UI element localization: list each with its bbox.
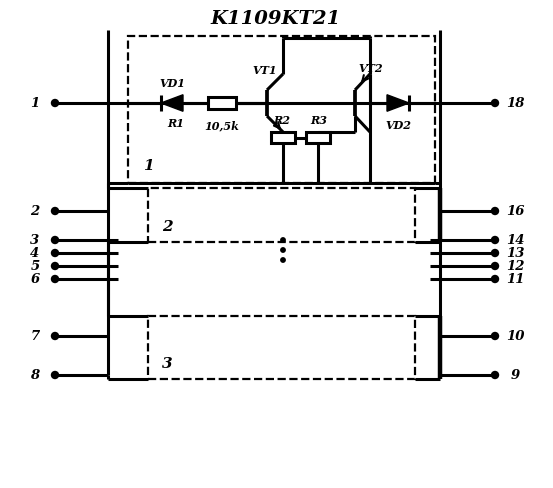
Circle shape (51, 237, 59, 244)
Text: R2: R2 (274, 115, 290, 126)
Text: R1: R1 (168, 118, 185, 129)
Text: 16: 16 (506, 205, 524, 218)
Bar (148, 189, 415, 243)
Polygon shape (387, 96, 409, 112)
Circle shape (51, 263, 59, 270)
Circle shape (492, 250, 498, 257)
Text: 6: 6 (30, 273, 40, 286)
Text: 3: 3 (161, 356, 173, 370)
Circle shape (51, 101, 59, 107)
Circle shape (492, 237, 498, 244)
Text: VT1: VT1 (253, 65, 277, 76)
Circle shape (51, 372, 59, 379)
Text: 7: 7 (30, 330, 40, 343)
Text: 1: 1 (30, 97, 40, 110)
Text: 9: 9 (510, 369, 520, 382)
Bar (208, 98, 236, 110)
Text: 2: 2 (30, 205, 40, 218)
Circle shape (492, 333, 498, 340)
Text: 8: 8 (30, 369, 40, 382)
Text: 14: 14 (506, 234, 524, 247)
Text: 11: 11 (506, 273, 524, 286)
Text: VT2: VT2 (359, 63, 383, 74)
Text: 1: 1 (143, 159, 153, 173)
Bar (128, 37, 435, 183)
Text: 10: 10 (506, 330, 524, 343)
Text: VD2: VD2 (385, 120, 411, 131)
Bar (306, 133, 330, 143)
Text: 13: 13 (506, 247, 524, 260)
Circle shape (492, 276, 498, 283)
Circle shape (492, 372, 498, 379)
Text: 2: 2 (161, 220, 173, 234)
Text: 12: 12 (506, 260, 524, 273)
Circle shape (51, 333, 59, 340)
Text: R3: R3 (310, 115, 327, 126)
Bar (271, 133, 295, 143)
Text: K1109KT21: K1109KT21 (211, 10, 341, 28)
Polygon shape (161, 96, 183, 112)
Circle shape (281, 248, 285, 253)
Bar (148, 316, 415, 379)
Circle shape (51, 250, 59, 257)
Circle shape (51, 208, 59, 215)
Circle shape (51, 276, 59, 283)
Text: 5: 5 (30, 260, 40, 273)
Circle shape (281, 258, 285, 263)
Text: 4: 4 (30, 247, 40, 260)
Circle shape (281, 238, 285, 243)
Text: VD1: VD1 (159, 79, 185, 89)
Circle shape (492, 263, 498, 270)
Text: 3: 3 (30, 234, 40, 247)
Circle shape (492, 208, 498, 215)
Text: 10,5k: 10,5k (205, 120, 239, 131)
Text: 18: 18 (506, 97, 524, 110)
Circle shape (492, 101, 498, 107)
